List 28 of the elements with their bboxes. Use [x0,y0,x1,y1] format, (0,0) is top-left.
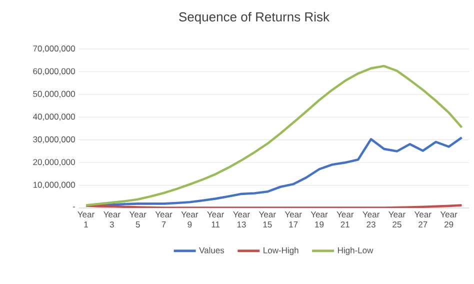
x-tick-label: Year 9 [181,212,198,228]
x-tick-label: Year 27 [414,212,432,228]
y-tick-label: 30,000,000 [33,136,75,144]
y-tick-label: 50,000,000 [33,90,75,98]
x-tick-label: Year 13 [233,212,250,228]
legend-label: High-Low [338,247,374,256]
x-tick-label: Year 19 [310,212,328,228]
x-tick-label: Year 17 [284,212,302,228]
x-tick-label: Year 11 [207,212,224,228]
y-tick-label: 40,000,000 [32,114,75,121]
line-series [84,64,463,206]
x-tick-label: Year 25 [388,212,406,228]
x-tick-label: Year 15 [259,212,276,228]
x-tick-label: Year 21 [336,212,354,228]
legend-label: Values [199,247,224,254]
x-tick-label: Year 5 [129,212,146,228]
chart-title: Sequence of Returns Risk [179,12,330,24]
y-tick-label: - [72,206,75,208]
y-tick-label: 70,000,000 [33,45,75,53]
x-tick-label: Year 23 [362,212,380,228]
y-tick-label: 20,000,000 [33,159,75,166]
y-tick-label: 10,000,000 [33,182,75,189]
x-tick-label: Year 1 [78,212,94,228]
x-tick-label: Year 7 [155,212,172,228]
x-tick-label: Year 3 [104,212,120,228]
x-tick-label: Year 29 [440,212,458,228]
y-tick-label: 60,000,000 [33,68,75,76]
legend-label: Low-High [264,247,298,256]
